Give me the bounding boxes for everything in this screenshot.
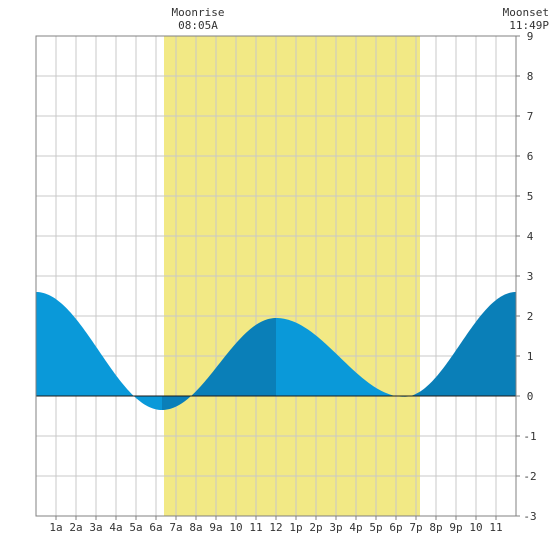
moon-annotation-title: Moonrise <box>172 6 225 19</box>
tide-area-segment <box>404 292 516 397</box>
x-tick-label: 7a <box>169 521 182 534</box>
x-tick-label: 2p <box>309 521 322 534</box>
x-tick-label: 9p <box>449 521 462 534</box>
x-tick-label: 5p <box>369 521 382 534</box>
x-tick-label: 8p <box>429 521 442 534</box>
y-tick-label: 8 <box>527 70 534 83</box>
y-tick-label: 4 <box>527 230 534 243</box>
x-tick-label: 12 <box>269 521 282 534</box>
x-tick-label: 11 <box>489 521 502 534</box>
x-tick-label: 8a <box>189 521 202 534</box>
x-tick-label: 1a <box>49 521 62 534</box>
moon-annotation-title: Moonset <box>503 6 549 19</box>
x-tick-label: 3p <box>329 521 342 534</box>
y-tick-label: 6 <box>527 150 534 163</box>
x-tick-label: 10 <box>469 521 482 534</box>
tide-area-segment <box>276 318 404 397</box>
x-tick-label: 7p <box>409 521 422 534</box>
y-tick-label: 1 <box>527 350 534 363</box>
x-tick-label: 6p <box>389 521 402 534</box>
x-tick-label: 10 <box>229 521 242 534</box>
y-tick-label: -3 <box>523 510 536 523</box>
y-tick-label: 0 <box>527 390 534 403</box>
y-tick-label: -2 <box>523 470 536 483</box>
y-tick-label: 2 <box>527 310 534 323</box>
y-tick-label: 9 <box>527 30 534 43</box>
y-tick-label: 5 <box>527 190 534 203</box>
x-tick-label: 6a <box>149 521 162 534</box>
y-tick-label: -1 <box>523 430 536 443</box>
tide-area-segment <box>36 292 162 410</box>
x-tick-label: 11 <box>249 521 262 534</box>
tide-area-segment <box>162 318 276 410</box>
x-tick-label: 1p <box>289 521 302 534</box>
x-tick-label: 5a <box>129 521 142 534</box>
x-tick-label: 3a <box>89 521 102 534</box>
x-tick-label: 4a <box>109 521 122 534</box>
moon-annotation-time: 11:49P <box>509 19 549 32</box>
x-tick-label: 9a <box>209 521 222 534</box>
y-tick-label: 7 <box>527 110 534 123</box>
x-tick-label: 4p <box>349 521 362 534</box>
y-tick-label: 3 <box>527 270 534 283</box>
x-tick-label: 2a <box>69 521 82 534</box>
moon-annotation-time: 08:05A <box>178 19 218 32</box>
